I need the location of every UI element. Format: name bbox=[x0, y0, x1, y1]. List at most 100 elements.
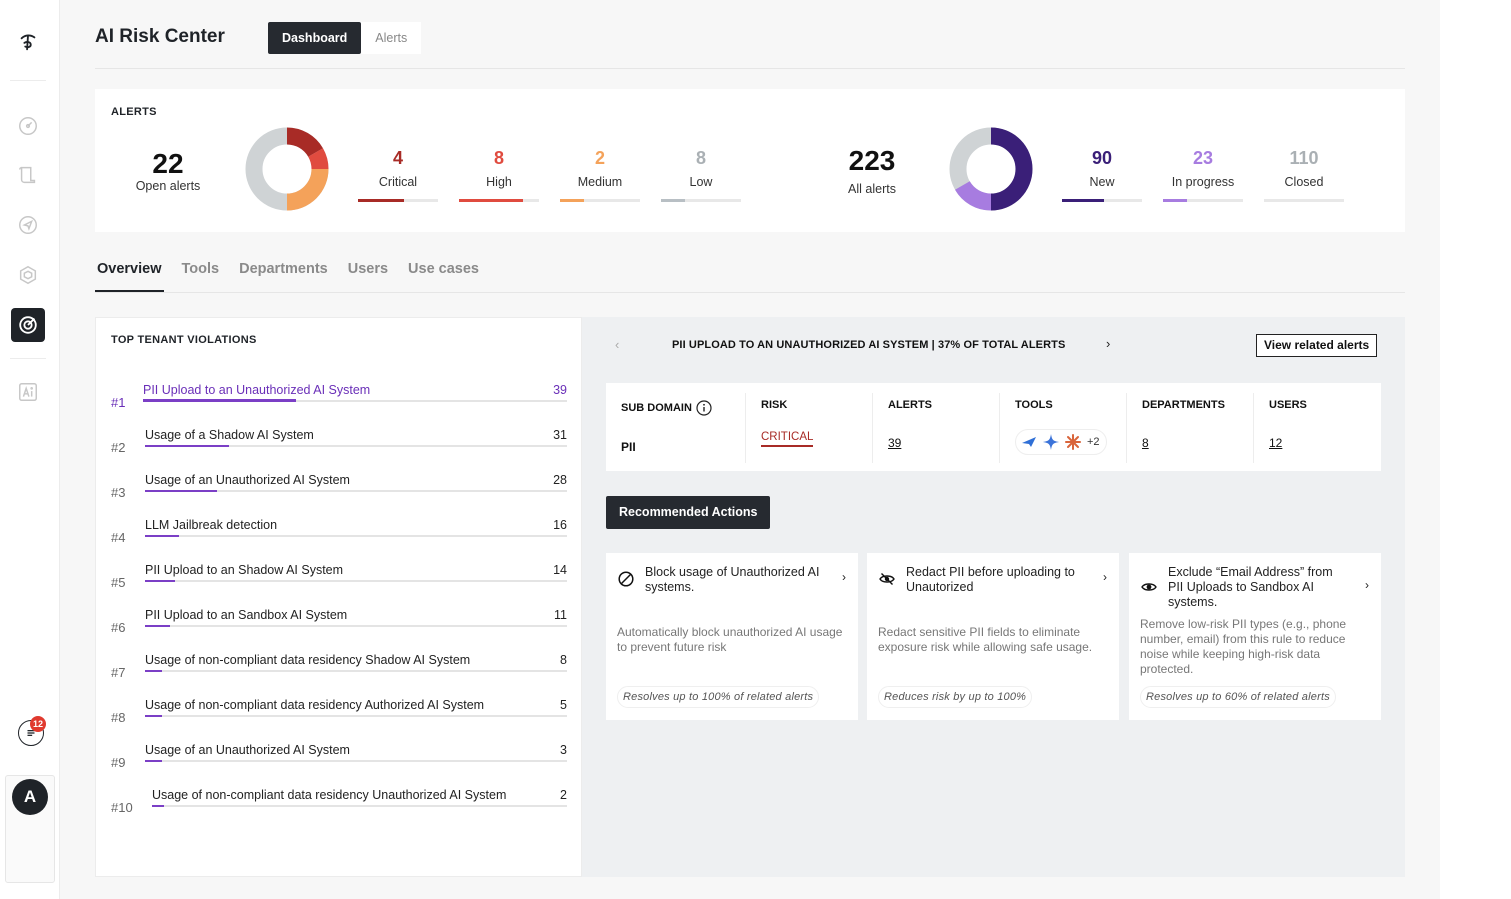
sub-domain-value: PII bbox=[621, 440, 636, 454]
violation-row[interactable]: #2 Usage of a Shadow AI System 31 bbox=[111, 428, 567, 458]
violation-row[interactable]: #7 Usage of non-compliant data residency … bbox=[111, 653, 567, 683]
tab-overview[interactable]: Overview bbox=[95, 258, 164, 292]
stat-low[interactable]: 8 Low bbox=[661, 148, 741, 202]
stat-in-progress[interactable]: 23 In progress bbox=[1163, 148, 1243, 202]
violation-rank: #3 bbox=[111, 485, 126, 500]
column-divider bbox=[1253, 393, 1254, 463]
stat-critical[interactable]: 4 Critical bbox=[358, 148, 438, 202]
send-tool-icon bbox=[1019, 432, 1039, 452]
violation-row[interactable]: #9 Usage of an Unauthorized AI System 3 bbox=[111, 743, 567, 773]
medium-segment bbox=[286, 168, 329, 211]
avatar[interactable]: A bbox=[12, 779, 48, 815]
action-card-block[interactable]: Block usage of Unauthorized AI systems. … bbox=[606, 553, 858, 720]
starburst-tool-icon bbox=[1063, 432, 1083, 452]
tab-users[interactable]: Users bbox=[347, 261, 389, 277]
tab-departments[interactable]: Departments bbox=[239, 261, 328, 277]
action-card-exclude[interactable]: Exclude “Email Address” from PII Uploads… bbox=[1129, 553, 1381, 720]
violation-rank: #9 bbox=[111, 755, 126, 770]
action-title: Exclude “Email Address” from PII Uploads… bbox=[1168, 565, 1333, 609]
chevron-right-icon[interactable]: › bbox=[1103, 570, 1107, 584]
document-icon[interactable] bbox=[16, 163, 40, 187]
violation-bar-track bbox=[145, 670, 567, 672]
violation-row[interactable]: #4 LLM Jailbreak detection 16 bbox=[111, 518, 567, 548]
severity-donut-chart bbox=[245, 127, 329, 211]
high-segment bbox=[307, 148, 329, 170]
chevron-right-icon[interactable]: › bbox=[842, 570, 846, 584]
violation-rank: #1 bbox=[111, 395, 126, 410]
violation-bar-fill bbox=[145, 760, 162, 762]
logo-icon[interactable] bbox=[16, 30, 40, 54]
violations-title: TOP TENANT VIOLATIONS bbox=[111, 334, 257, 346]
action-description: Automatically block unauthorized AI usag… bbox=[617, 625, 843, 654]
violation-bar-fill bbox=[145, 715, 162, 717]
action-impact-badge: Resolves up to 100% of related alerts bbox=[617, 686, 820, 708]
all-alerts-count: 223 bbox=[848, 145, 896, 176]
header-divider bbox=[95, 68, 1405, 69]
stat-new[interactable]: 90 New bbox=[1062, 148, 1142, 202]
violation-count: 28 bbox=[553, 473, 567, 487]
tab-use-cases[interactable]: Use cases bbox=[408, 261, 479, 277]
users-label: USERS bbox=[1269, 399, 1307, 411]
sparkle-tool-icon bbox=[1041, 432, 1061, 452]
status-donut-chart bbox=[949, 127, 1033, 211]
alerts-value[interactable]: 39 bbox=[888, 436, 902, 450]
action-description: Redact sensitive PII fields to eliminate… bbox=[878, 625, 1093, 654]
view-related-alerts-button[interactable]: View related alerts bbox=[1256, 334, 1378, 357]
header-tabs: Dashboard Alerts bbox=[268, 22, 422, 54]
violation-bar-track bbox=[145, 445, 567, 447]
violation-rank: #10 bbox=[111, 800, 133, 815]
cube-icon[interactable] bbox=[16, 263, 40, 287]
stat-medium[interactable]: 2 Medium bbox=[560, 148, 640, 202]
stat-high[interactable]: 8 High bbox=[459, 148, 539, 202]
action-card-redact[interactable]: Redact PII before uploading to Unautoriz… bbox=[867, 553, 1119, 720]
stat-value: 110 bbox=[1289, 148, 1319, 168]
violation-row[interactable]: #8 Usage of non-compliant data residency … bbox=[111, 698, 567, 728]
tab-alerts[interactable]: Alerts bbox=[375, 31, 408, 45]
violation-rank: #2 bbox=[111, 440, 126, 455]
send-icon[interactable] bbox=[16, 213, 40, 237]
departments-value[interactable]: 8 bbox=[1142, 436, 1149, 450]
tools-group[interactable]: +2 bbox=[1015, 429, 1107, 455]
info-icon[interactable] bbox=[696, 400, 712, 416]
open-alerts-count: 22 bbox=[152, 148, 184, 179]
violation-name: PII Upload to an Unauthorized AI System bbox=[143, 383, 371, 397]
stat-value: 2 bbox=[594, 148, 605, 168]
violation-name: Usage of non-compliant data residency Un… bbox=[152, 788, 507, 802]
violation-bar-fill bbox=[145, 670, 162, 672]
violation-row[interactable]: #1 PII Upload to an Unauthorized AI Syste… bbox=[111, 383, 567, 413]
chevron-right-icon[interactable]: › bbox=[1365, 578, 1369, 592]
stat-value: 90 bbox=[1091, 148, 1113, 168]
next-chevron-icon[interactable]: › bbox=[1106, 336, 1111, 351]
violation-count: 16 bbox=[553, 518, 567, 532]
stat-closed[interactable]: 110 Closed bbox=[1264, 148, 1344, 202]
in-progress-segment bbox=[955, 180, 992, 211]
ai-icon[interactable] bbox=[16, 380, 40, 404]
violation-name: PII Upload to an Sandbox AI System bbox=[145, 608, 348, 622]
tab-dashboard[interactable]: Dashboard bbox=[268, 22, 362, 54]
violation-count: 14 bbox=[553, 563, 567, 577]
sidebar-divider bbox=[10, 80, 46, 81]
tools-label: TOOLS bbox=[1015, 399, 1053, 411]
violation-count: 8 bbox=[560, 653, 567, 667]
users-value[interactable]: 12 bbox=[1269, 436, 1283, 450]
gauge-icon[interactable] bbox=[16, 114, 40, 138]
alerts-summary-card: ALERTS 22 Open alerts 4 Critical 8 High 2 Med… bbox=[95, 89, 1405, 232]
previous-chevron-icon[interactable]: ‹ bbox=[615, 337, 620, 352]
sidebar-divider bbox=[10, 358, 46, 359]
violation-row[interactable]: #5 PII Upload to an Shadow AI System 14 bbox=[111, 563, 567, 593]
main-tabs: Overview Tools Departments Users Use cas… bbox=[95, 258, 489, 292]
violation-row[interactable]: #3 Usage of an Unauthorized AI System 28 bbox=[111, 473, 567, 503]
departments-label: DEPARTMENTS bbox=[1142, 399, 1225, 411]
target-icon[interactable] bbox=[11, 308, 45, 342]
violation-bar-fill bbox=[145, 580, 175, 582]
stat-label: Low bbox=[689, 175, 713, 189]
violation-row[interactable]: #10 Usage of non-compliant data residency… bbox=[111, 788, 567, 818]
violation-count: 11 bbox=[554, 608, 567, 622]
violation-row[interactable]: #6 PII Upload to an Sandbox AI System 11 bbox=[111, 608, 567, 638]
column-divider bbox=[745, 393, 746, 463]
notifications-badge: 12 bbox=[30, 716, 46, 732]
all-alerts-label: All alerts bbox=[848, 182, 896, 196]
action-impact-badge: Reduces risk by up to 100% bbox=[878, 686, 1033, 708]
tab-tools[interactable]: Tools bbox=[181, 261, 220, 277]
violation-bar-track bbox=[143, 399, 567, 402]
